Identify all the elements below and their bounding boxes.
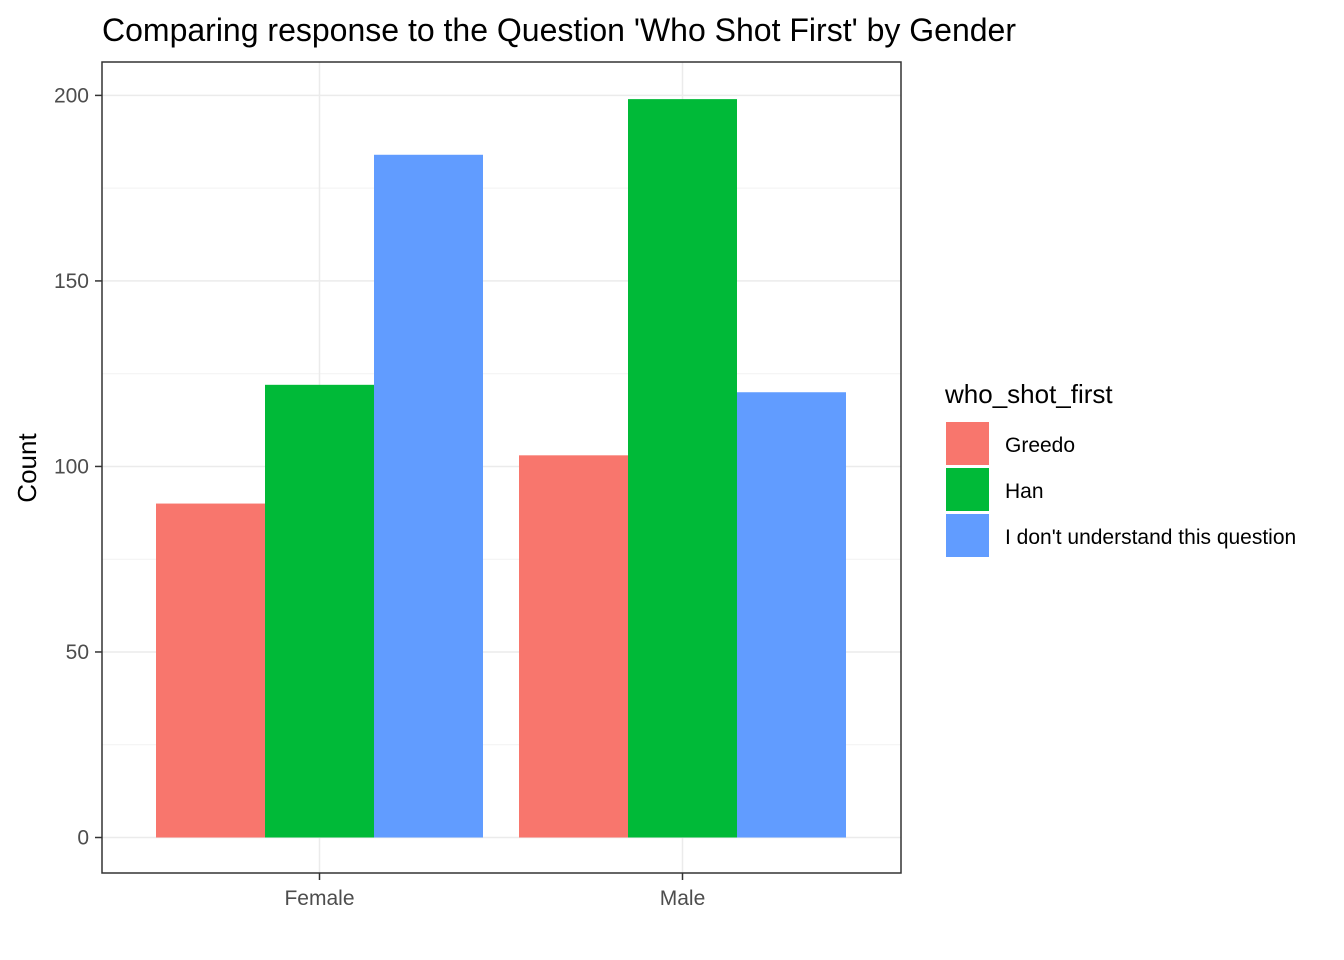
x-tick-label: Female xyxy=(284,887,354,910)
bar-female-han xyxy=(265,384,374,838)
legend-swatch xyxy=(946,422,989,465)
y-tick-label: 150 xyxy=(54,270,89,293)
panel-border xyxy=(101,61,902,874)
chart-title: Comparing response to the Question 'Who … xyxy=(102,12,1016,48)
legend-label: I don't understand this question xyxy=(1005,526,1296,549)
bar-male-han xyxy=(628,99,737,838)
y-axis-title: Count xyxy=(12,433,42,503)
x-tick-label: Male xyxy=(660,887,706,910)
legend-swatch xyxy=(946,514,989,557)
legend-swatch xyxy=(946,468,989,511)
y-tick-label: 100 xyxy=(54,455,89,478)
bar-female-i-don-t-understand-this-question xyxy=(374,154,483,838)
y-tick-label: 0 xyxy=(77,827,89,850)
bar-male-i-don-t-understand-this-question xyxy=(737,392,846,838)
y-tick-label: 50 xyxy=(66,641,89,664)
legend: who_shot_first Greedo Han I don't understa… xyxy=(944,379,1296,557)
bar-female-greedo xyxy=(156,503,265,838)
bars xyxy=(156,99,846,838)
axes: 0 50 100 150 200 Female Male xyxy=(54,61,902,910)
legend-title: who_shot_first xyxy=(944,379,1113,409)
bar-male-greedo xyxy=(519,455,628,838)
legend-label: Han xyxy=(1005,480,1044,503)
legend-label: Greedo xyxy=(1005,434,1075,457)
y-tick-label: 200 xyxy=(54,84,89,107)
